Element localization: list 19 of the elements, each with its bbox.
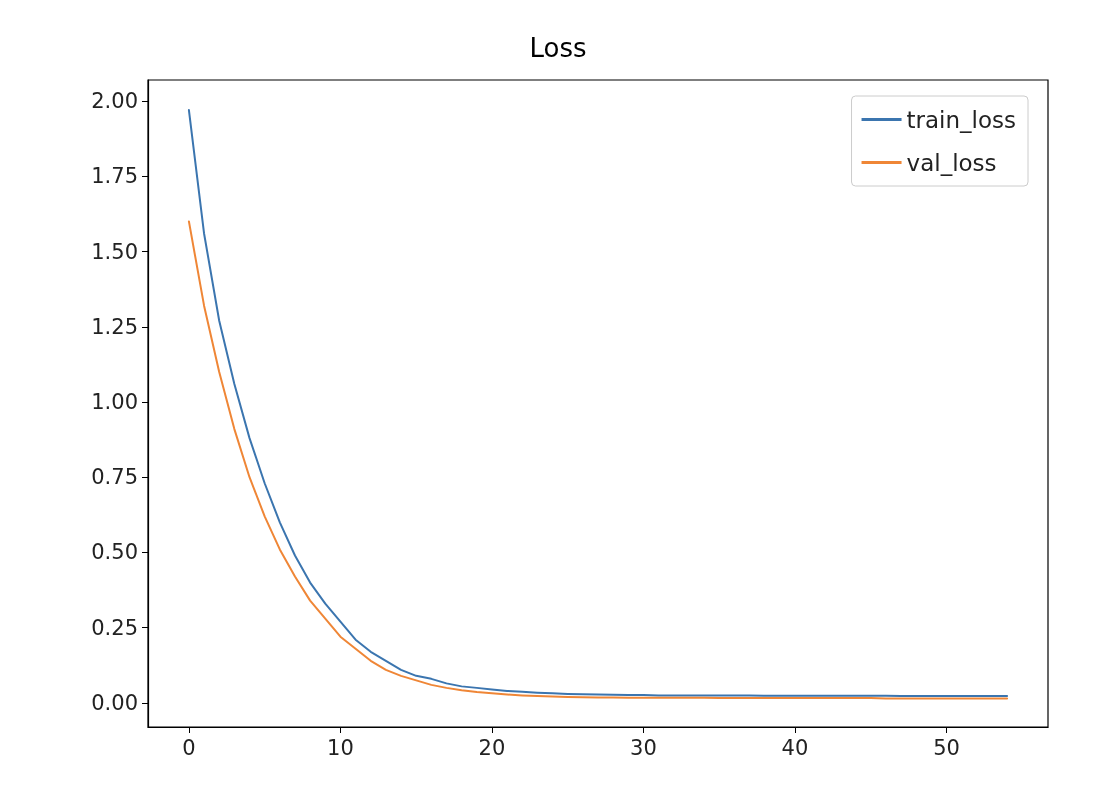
y-tick-label: 0.50	[91, 540, 138, 565]
y-tick-label: 2.00	[91, 89, 138, 114]
y-tick-label: 1.25	[91, 314, 138, 339]
legend-label: val_loss	[906, 149, 997, 176]
x-tick-label: 10	[327, 735, 354, 760]
y-tick-label: 0.00	[91, 690, 138, 715]
y-tick-label: 0.75	[91, 465, 138, 490]
x-tick-label: 50	[933, 735, 960, 760]
y-tick-label: 0.25	[91, 615, 138, 640]
chart-title: Loss	[529, 33, 587, 63]
y-tick-label: 1.75	[91, 164, 138, 189]
x-tick-label: 30	[630, 735, 657, 760]
y-tick-label: 1.50	[91, 239, 138, 264]
line-series	[187, 220, 1009, 700]
x-tick-label: 20	[478, 735, 506, 760]
x-tick-label: 0	[182, 735, 196, 760]
legend-label: train_loss	[906, 106, 1017, 133]
y-tick-label: 1.00	[91, 390, 138, 414]
x-tick-label: 40	[781, 735, 809, 760]
